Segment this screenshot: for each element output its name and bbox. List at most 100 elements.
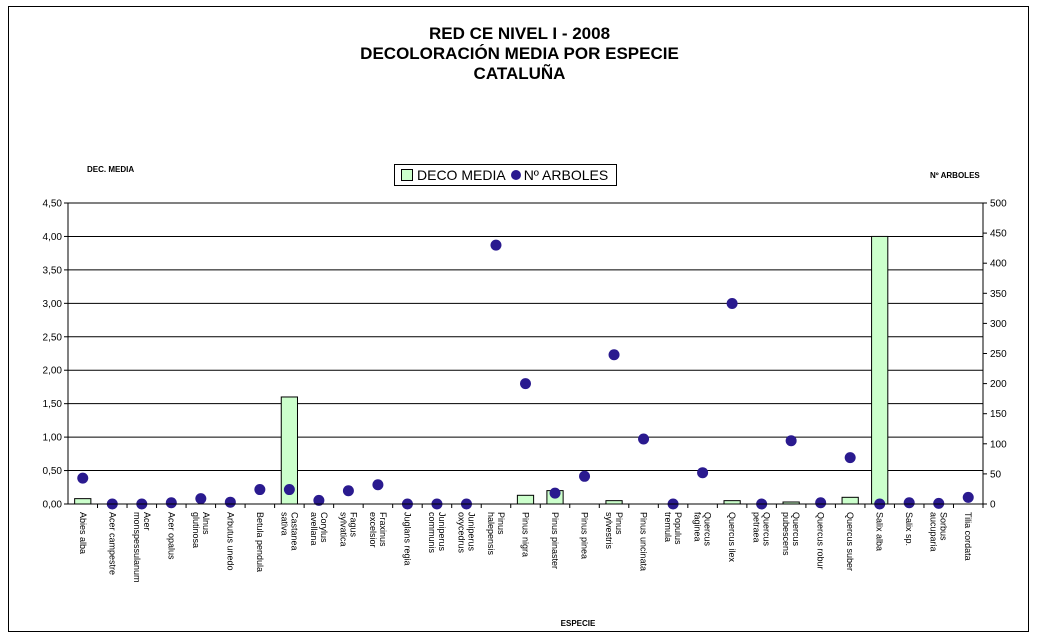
x-tick-label-line: Juglans regia <box>402 512 412 566</box>
x-tick-label: Quercus suber <box>845 512 855 571</box>
legend: DECO MEDIA Nº ARBOLES <box>394 164 618 186</box>
title-line-3: CATALUÑA <box>473 64 566 83</box>
y2-tick-label: 350 <box>990 289 1007 300</box>
x-tick-label-line: Acer <box>142 512 152 531</box>
x-tick-label-line: Quercus <box>762 512 772 547</box>
bar <box>871 235 889 505</box>
x-tick-label-line: Corylus <box>319 512 329 543</box>
x-tick-label-line: Fraxinus <box>378 512 388 547</box>
data-point <box>549 487 561 499</box>
data-point <box>195 493 207 505</box>
data-point <box>962 491 974 503</box>
y2-tick-label: 400 <box>990 259 1007 270</box>
x-tick-label-line: Quercus robur <box>816 512 826 570</box>
data-point <box>903 497 915 509</box>
x-tick-label-line: tremula <box>663 512 673 542</box>
data-point <box>224 496 236 508</box>
bar <box>723 500 741 505</box>
data-point <box>638 433 650 445</box>
x-tick-label-line: Sorbus <box>939 512 949 541</box>
y-tick-label: 1,00 <box>43 433 63 444</box>
x-tick-label-line: Pinus nigra <box>521 512 531 557</box>
x-axis-ticks: Abies alba Acer campestre Acermonspessulan… <box>78 504 984 583</box>
data-point <box>77 472 89 484</box>
y-axis-ticks: 0,00 0,50 1,00 1,50 2,00 2,50 3,00 3,50 4,00 4,50 <box>43 199 68 511</box>
data-point <box>372 479 384 491</box>
x-tick-label: Arbutus unedo <box>225 512 235 571</box>
x-tick-label-line: aucuparia <box>929 512 939 552</box>
legend-dot-swatch <box>510 170 521 180</box>
x-tick-label: Tilia cordata <box>963 512 973 561</box>
y2-tick-label: 50 <box>990 469 1002 480</box>
data-point <box>697 467 709 479</box>
y-tick-label: 3,50 <box>43 265 63 276</box>
x-tick-label-line: Betula pendula <box>255 512 265 572</box>
title-line-1: RED CE NIVEL I - 2008 <box>428 24 611 43</box>
x-tick-label-line: monspessulanum <box>132 512 142 583</box>
data-point <box>579 470 591 482</box>
y-tick-label: 0,50 <box>43 466 63 477</box>
data-point <box>520 378 531 390</box>
chart-title: RED CE NIVEL I - 2008 DECOLORACIÓN MEDIA… <box>0 24 1039 84</box>
data-point <box>815 497 827 509</box>
y2-tick-label: 100 <box>990 439 1007 450</box>
x-tick-label: Juglans regia <box>402 512 412 566</box>
bar <box>516 494 535 505</box>
x-tick-label-line: Salix alba <box>875 512 885 551</box>
y2-tick-label: 250 <box>990 349 1007 360</box>
title-line-2: DECOLORACIÓN MEDIA POR ESPECIE <box>360 44 679 63</box>
data-point <box>342 485 354 497</box>
data-point <box>254 484 266 496</box>
gridlines <box>68 202 983 505</box>
x-tick-label-line: faginea <box>693 512 703 542</box>
y-axis-label: DEC. MEDIA <box>87 165 134 174</box>
x-tick-label-line: Pinus <box>496 512 506 535</box>
x-tick-label: Pinus pinaster <box>550 512 560 569</box>
x-tick-label-line: Alnus <box>201 512 211 535</box>
y-tick-label: 0,00 <box>43 500 63 511</box>
x-tick-label-line: excelsior <box>368 512 378 548</box>
x-tick-label-line: oxycedrus <box>456 512 466 554</box>
legend-dot-label: Nº ARBOLES <box>523 167 609 183</box>
x-tick-label-line: sylvatica <box>338 512 348 547</box>
x-tick-label-line: Abies alba <box>78 512 88 554</box>
y-tick-label: 4,50 <box>43 199 63 210</box>
x-tick-label-line: halepensis <box>486 512 496 556</box>
data-point <box>844 452 856 464</box>
x-tick-label-line: pubescens <box>781 512 791 556</box>
y2-axis-ticks: 0 50 100 150 200 250 300 350 400 450 500 <box>983 199 1007 511</box>
x-tick-label-line: sylvestris <box>604 512 614 550</box>
x-tick-label-line: communis <box>427 512 437 554</box>
y-tick-label: 2,50 <box>43 332 63 343</box>
x-tick-label-line: Pinus pinaster <box>550 512 560 569</box>
x-tick-label: Quercus robur <box>816 512 826 570</box>
x-tick-label-line: Quercus ilex <box>727 512 737 563</box>
x-tick-label-line: Salix sp. <box>904 512 914 546</box>
y-tick-label: 4,00 <box>43 232 63 243</box>
x-tick-label: Pinus pinea <box>580 512 590 559</box>
bar <box>841 496 859 505</box>
x-tick-label: Pinus nigra <box>521 512 531 557</box>
data-point <box>313 494 325 506</box>
x-tick-label: Acer campestre <box>107 512 117 575</box>
x-tick-label-line: Populus <box>673 512 683 545</box>
y-tick-label: 1,50 <box>43 399 63 410</box>
x-tick-label-line: sativa <box>279 512 289 536</box>
x-tick-label-line: Acer opalus <box>166 512 176 560</box>
x-tick-label-line: Castanea <box>289 512 299 551</box>
data-point <box>608 349 620 361</box>
data-point <box>283 484 295 496</box>
